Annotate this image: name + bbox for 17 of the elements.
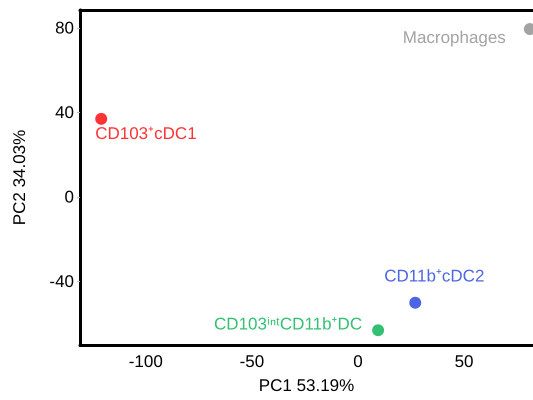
series-label: Macrophages [402,28,506,48]
y-tick-label: -40 [49,272,74,292]
point [95,112,108,125]
x-axis-title: PC1 53.19% [258,376,354,395]
point [409,296,422,309]
x-tick-label: -100 [128,352,163,371]
point [372,324,384,336]
y-axis-title: PC2 34.03% [10,130,29,226]
y-tick-label: 80 [55,18,74,38]
x-tick-label: -50 [240,352,264,371]
y-tick-label: 40 [55,103,74,122]
y-tick-label: 0 [64,188,74,207]
x-tick-label: 0 [353,352,363,371]
x-tick-label: 50 [454,352,474,371]
series-label: CD103⁺cDC1 [95,124,197,143]
series-label: CD11b⁺cDC2 [384,266,484,286]
series-label: CD103ⁱⁿᵗCD11b⁺DC [214,314,362,334]
